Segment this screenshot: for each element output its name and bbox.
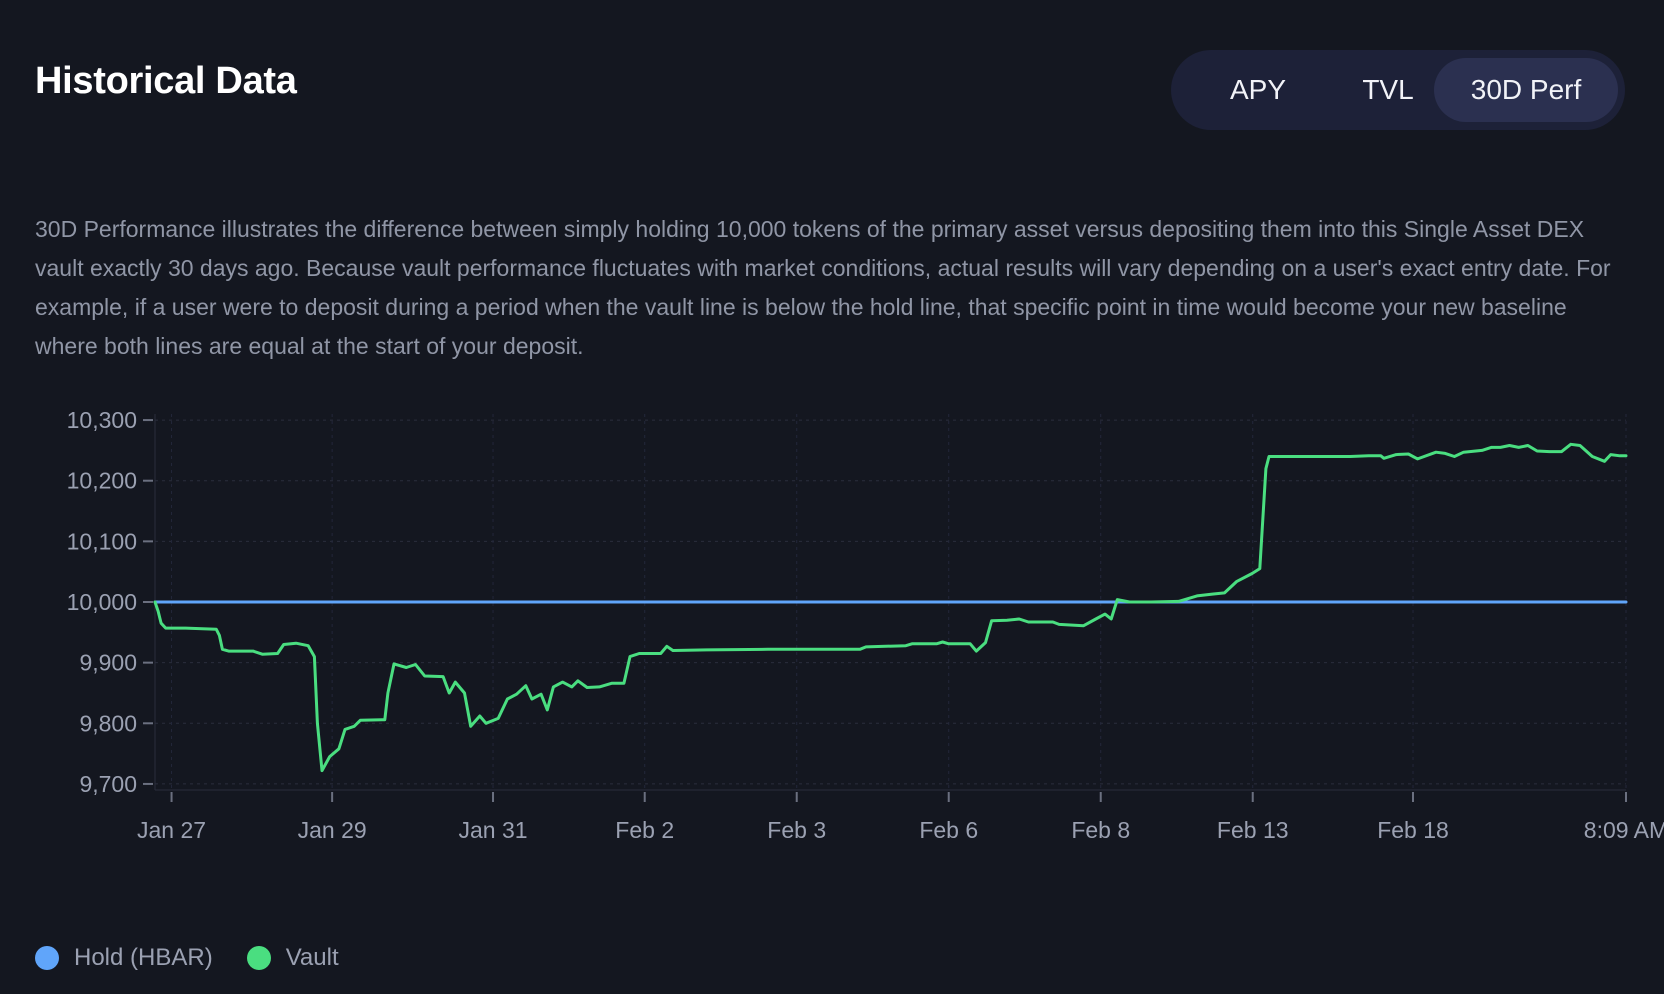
y-tick-label: 9,700 bbox=[79, 771, 137, 797]
legend-label-vault: Vault bbox=[285, 944, 339, 971]
y-tick-label: 10,100 bbox=[67, 528, 137, 554]
tab-tvl[interactable]: TVL bbox=[1362, 74, 1414, 105]
tab-30d-perf[interactable]: 30D Perf bbox=[1434, 58, 1618, 122]
metric-tab-group: APY TVL 30D Perf bbox=[1171, 50, 1625, 130]
hold-legend-dot bbox=[35, 946, 59, 970]
legend-label-hold: Hold (HBAR) bbox=[74, 944, 213, 971]
x-tick-label: Feb 8 bbox=[1071, 817, 1130, 843]
vault-legend-dot bbox=[246, 946, 271, 970]
legend-item-vault: Vault bbox=[246, 944, 339, 972]
chart-axes: 10,30010,20010,10010,0009,9009,8009,700J… bbox=[67, 407, 1664, 843]
x-tick-label: Jan 29 bbox=[298, 817, 367, 843]
legend-item-hold: Hold (HBAR) bbox=[35, 944, 213, 972]
chart-series bbox=[153, 442, 1628, 773]
performance-description: 30D Performance illustrates the differen… bbox=[35, 216, 1611, 359]
x-tick-label: Feb 13 bbox=[1217, 817, 1289, 843]
tab-apy[interactable]: APY bbox=[1229, 74, 1287, 105]
y-tick-label: 10,300 bbox=[67, 407, 137, 433]
y-tick-label: 10,000 bbox=[67, 589, 137, 615]
y-tick-label: 10,200 bbox=[67, 468, 137, 494]
y-tick-label: 9,900 bbox=[79, 650, 137, 676]
chart-legend: Hold (HBAR) Vault bbox=[35, 940, 373, 976]
x-tick-label: Jan 27 bbox=[137, 817, 206, 843]
vault-series-line bbox=[153, 442, 1628, 773]
x-tick-label: 8:09 AM bbox=[1584, 817, 1664, 843]
x-tick-label: Feb 6 bbox=[919, 817, 978, 843]
page-title: Historical Data bbox=[35, 60, 297, 102]
y-tick-label: 9,800 bbox=[79, 710, 137, 736]
x-tick-label: Feb 18 bbox=[1377, 817, 1449, 843]
x-tick-label: Feb 3 bbox=[767, 817, 826, 843]
performance-line-chart: 10,30010,20010,10010,0009,9009,8009,700J… bbox=[67, 407, 1664, 843]
x-tick-label: Jan 31 bbox=[458, 817, 527, 843]
x-tick-label: Feb 2 bbox=[615, 817, 674, 843]
